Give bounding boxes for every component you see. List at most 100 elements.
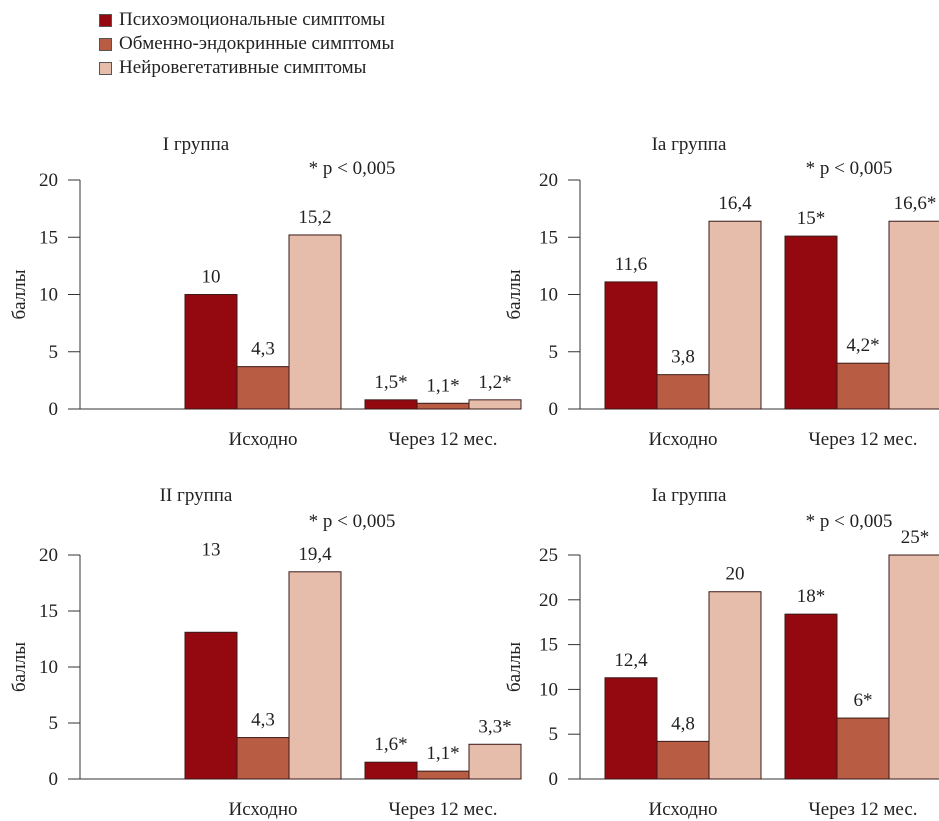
bar <box>784 613 838 780</box>
bar <box>656 740 710 780</box>
y-axis-label: баллы <box>504 269 525 319</box>
bar <box>604 281 658 410</box>
data-label: 16,6* <box>894 193 937 214</box>
data-label: 3,3* <box>478 716 511 737</box>
y-tick-label: 20 <box>39 170 58 191</box>
data-label: 11,6 <box>615 254 648 275</box>
x-tick-label: Исходно <box>649 799 718 820</box>
bar <box>784 235 838 410</box>
bar <box>888 554 939 780</box>
y-tick-label: 15 <box>539 227 558 248</box>
data-label: 13 <box>202 539 221 560</box>
bar <box>836 717 890 780</box>
legend-label: Обменно-эндокринные симптомы <box>119 33 395 54</box>
legend: Психоэмоциональные симптомы Обменно-эндо… <box>99 8 394 80</box>
bar <box>184 294 238 410</box>
bar <box>604 677 658 780</box>
bar <box>236 737 290 780</box>
bar <box>364 399 418 410</box>
legend-label: Психоэмоциональные симптомы <box>119 9 385 30</box>
y-tick-label: 20 <box>539 590 558 611</box>
data-label: 1,1* <box>426 375 459 396</box>
legend-swatch <box>99 61 112 75</box>
data-label: 20 <box>726 564 745 585</box>
bar <box>236 366 290 410</box>
legend-item-neurovegetative: Нейровегетативные симптомы <box>99 56 394 80</box>
chart-title: I группа <box>163 134 230 155</box>
data-label: 4,8 <box>671 713 695 734</box>
x-tick-label: Исходно <box>229 429 298 450</box>
x-tick-label: Через 12 мес. <box>808 429 917 450</box>
legend-item-metabolic-endocrine: Обменно-эндокринные симптомы <box>99 32 394 56</box>
chart-title: Ia группа <box>652 485 727 506</box>
chart-title: Ia группа <box>652 134 727 155</box>
data-label: 4,3 <box>251 710 275 731</box>
bar <box>888 220 939 410</box>
data-label: 10 <box>202 267 221 288</box>
bar <box>416 402 470 410</box>
data-label: 1,2* <box>478 372 511 393</box>
bar <box>468 399 522 410</box>
y-tick-label: 5 <box>49 713 59 734</box>
y-tick-label: 15 <box>39 601 58 622</box>
data-label: 18* <box>797 586 826 607</box>
significance-note: * p < 0,005 <box>309 158 396 179</box>
y-tick-label: 15 <box>539 635 558 656</box>
y-tick-label: 10 <box>39 285 58 306</box>
y-axis-label: баллы <box>504 642 525 692</box>
legend-swatch <box>99 13 112 27</box>
bar <box>288 234 342 410</box>
data-label: 15,2 <box>298 207 331 228</box>
bar <box>364 761 418 780</box>
data-label: 19,4 <box>298 544 332 565</box>
y-tick-label: 0 <box>549 399 559 420</box>
bar <box>468 743 522 780</box>
legend-label: Нейровегетативные симптомы <box>119 57 367 78</box>
bar <box>708 220 762 410</box>
y-tick-label: 0 <box>49 399 59 420</box>
bar <box>656 374 710 410</box>
bar <box>184 631 238 780</box>
data-label: 25* <box>901 527 930 548</box>
y-tick-label: 5 <box>549 342 559 363</box>
y-tick-label: 10 <box>39 657 58 678</box>
y-tick-label: 20 <box>39 545 58 566</box>
chart-title: II группа <box>160 485 233 506</box>
y-axis-label: баллы <box>9 269 30 319</box>
data-label: 4,3 <box>251 339 275 360</box>
significance-note: * p < 0,005 <box>806 158 893 179</box>
y-tick-label: 10 <box>539 285 558 306</box>
x-tick-label: Исходно <box>649 429 718 450</box>
data-label: 15* <box>797 208 826 229</box>
significance-note: * p < 0,005 <box>806 511 893 532</box>
x-tick-label: Исходно <box>229 799 298 820</box>
y-axis-label: баллы <box>9 642 30 692</box>
y-tick-label: 25 <box>539 545 558 566</box>
data-label: 6* <box>854 690 873 711</box>
data-label: 1,6* <box>374 734 407 755</box>
data-label: 16,4 <box>718 193 752 214</box>
data-label: 4,2* <box>846 335 879 356</box>
y-tick-label: 15 <box>39 227 58 248</box>
x-tick-label: Через 12 мес. <box>388 429 497 450</box>
legend-item-psychoemotional: Психоэмоциональные симптомы <box>99 8 394 32</box>
data-label: 3,8 <box>671 347 695 368</box>
x-tick-label: Через 12 мес. <box>808 799 917 820</box>
bar <box>836 362 890 410</box>
bar <box>708 591 762 780</box>
significance-note: * p < 0,005 <box>309 511 396 532</box>
data-label: 1,5* <box>374 372 407 393</box>
bar <box>288 571 342 780</box>
y-tick-label: 20 <box>539 170 558 191</box>
bar <box>416 770 470 780</box>
y-tick-label: 5 <box>549 724 559 745</box>
y-tick-label: 0 <box>49 769 59 790</box>
data-label: 12,4 <box>614 650 648 671</box>
data-label: 1,1* <box>426 743 459 764</box>
y-tick-label: 5 <box>49 342 59 363</box>
legend-swatch <box>99 37 112 51</box>
y-tick-label: 0 <box>549 769 559 790</box>
y-tick-label: 10 <box>539 679 558 700</box>
x-tick-label: Через 12 мес. <box>388 799 497 820</box>
